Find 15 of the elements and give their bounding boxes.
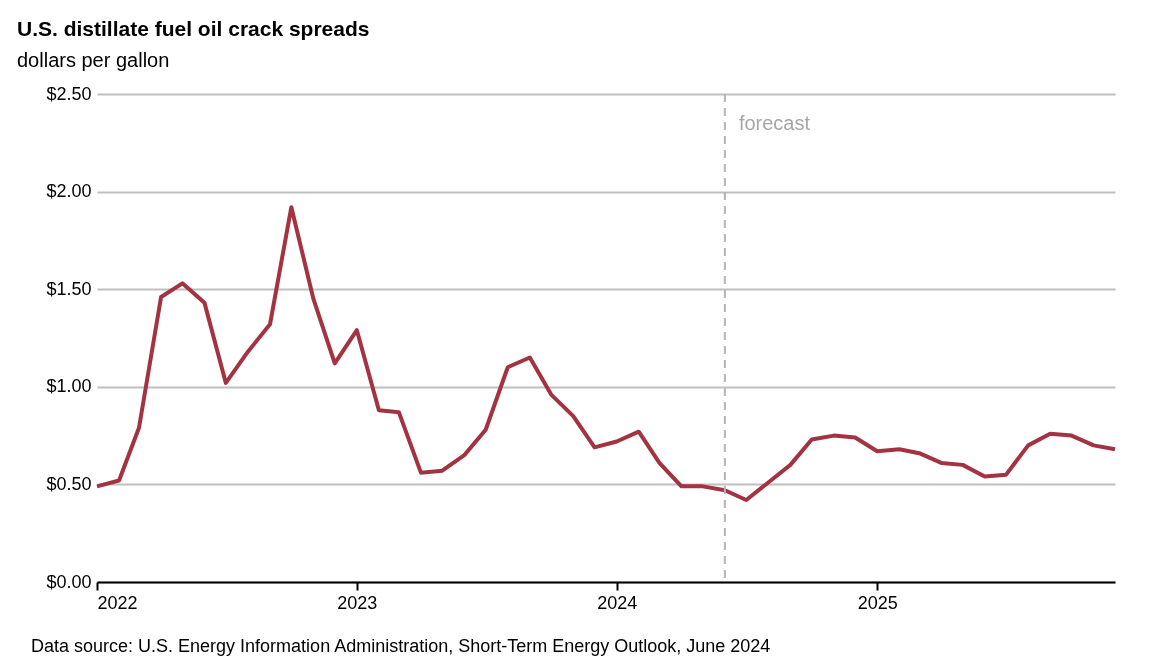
y-tick-label: $1.50	[46, 278, 92, 299]
y-tick-label: $0.50	[46, 473, 92, 494]
y-tick-label: $1.00	[46, 376, 92, 397]
y-tick-label: $2.00	[46, 181, 92, 202]
y-tick-label: $2.50	[46, 83, 92, 104]
ref-line-label: forecast	[738, 112, 811, 134]
x-tick-label: 2024	[597, 592, 638, 613]
chart-title: U.S. distillate fuel oil crack spreads	[17, 17, 370, 40]
x-tick-label: 2025	[857, 592, 898, 613]
x-tick-label: 2023	[337, 592, 378, 613]
chart-subtitle: dollars per gallon	[17, 49, 170, 71]
x-tick-label: 2022	[97, 592, 138, 613]
y-tick-label: $0.00	[46, 571, 92, 592]
source-note: Data source: U.S. Energy Information Administration, Short-Term Energy Outlook, June 2024	[31, 636, 771, 656]
line-series	[95, 205, 1117, 503]
